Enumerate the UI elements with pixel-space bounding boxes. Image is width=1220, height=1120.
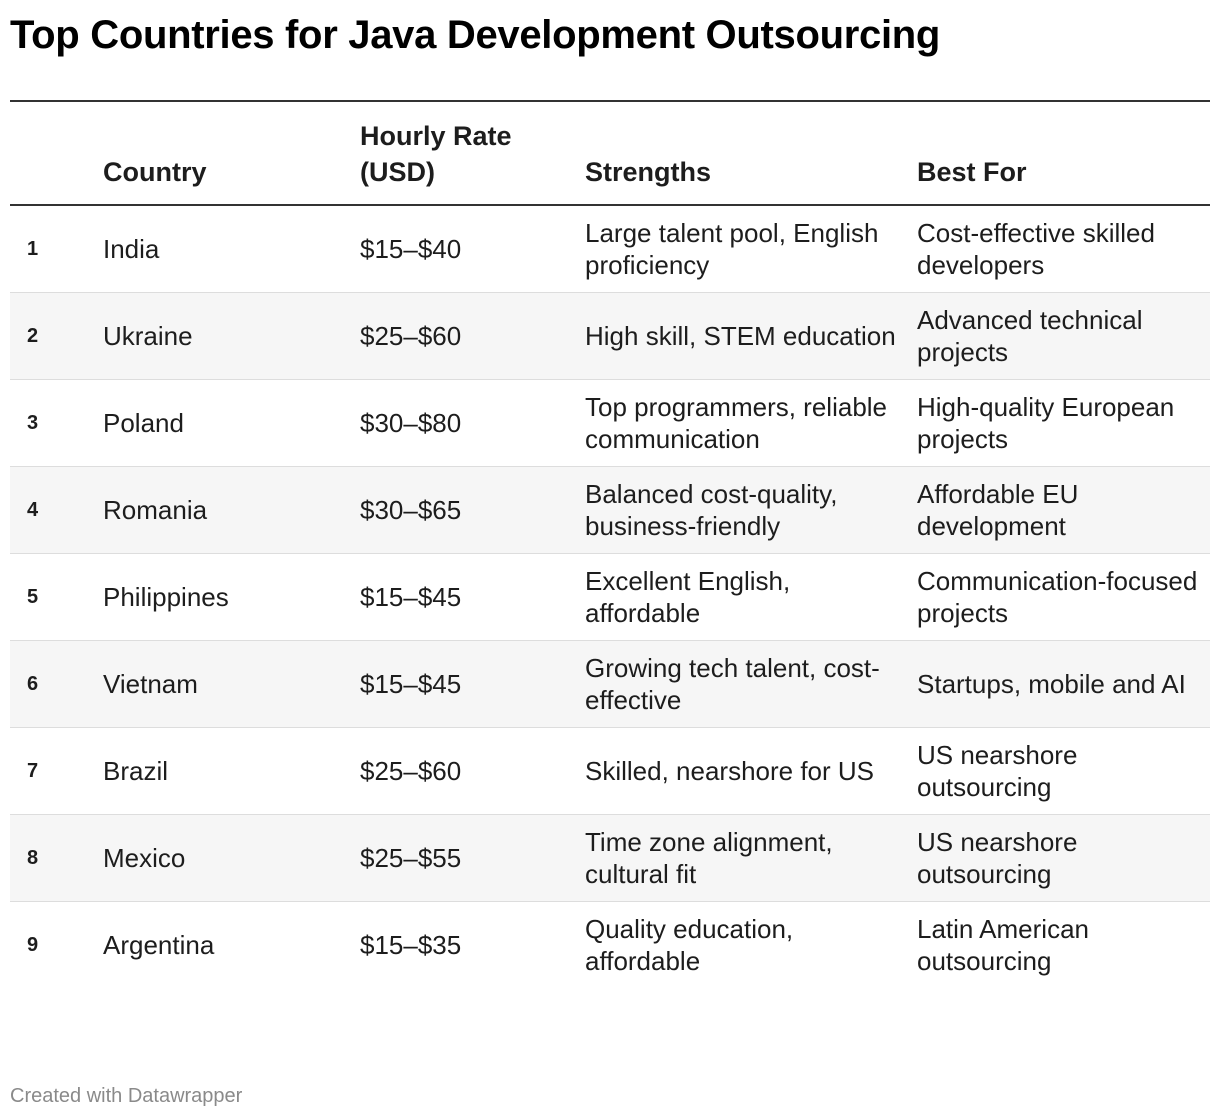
cell-country: Mexico (103, 843, 186, 873)
header-rank (10, 101, 103, 205)
cell-country: India (103, 234, 160, 264)
cell-rank: 7 (27, 760, 39, 782)
cell-hourly-rate: $25–$60 (360, 321, 462, 351)
cell-hourly-rate: $15–$45 (360, 582, 462, 612)
cell-rank: 6 (27, 673, 39, 695)
data-table-container: Country Hourly Rate (USD) Strengths Best… (10, 100, 1210, 988)
header-strengths: Strengths (585, 157, 712, 187)
cell-hourly-rate: $30–$80 (360, 408, 462, 438)
cell-strengths: Large talent pool, English proficiency (585, 218, 879, 280)
cell-strengths: Balanced cost-quality, business-friendly (585, 479, 838, 541)
cell-country: Brazil (103, 756, 169, 786)
table-row: 3 Poland $30–$80 Top programmers, reliable … (10, 380, 1210, 467)
cell-strengths: Skilled, nearshore for US (585, 756, 875, 786)
table-row: 1 India $15–$40 Large talent pool, English … (10, 205, 1210, 293)
cell-best-for: Latin American outsourcing (917, 914, 1089, 976)
cell-best-for: US nearshore outsourcing (917, 827, 1078, 889)
attribution-footer: Created with Datawrapper (10, 1085, 243, 1107)
data-table: Country Hourly Rate (USD) Strengths Best… (10, 100, 1210, 988)
cell-strengths: Growing tech talent, cost-effective (585, 653, 880, 715)
cell-best-for: US nearshore outsourcing (917, 740, 1078, 802)
cell-strengths: Time zone alignment, cultural fit (585, 827, 833, 889)
table-row: 7 Brazil $25–$60 Skilled, nearshore for US U… (10, 728, 1210, 815)
table-row: 8 Mexico $25–$55 Time zone alignment, cultu… (10, 814, 1210, 902)
table-row: 4 Romania $30–$65 Balanced cost-quality, bu… (10, 466, 1210, 554)
cell-best-for: Startups, mobile and AI (917, 669, 1186, 699)
cell-rank: 2 (27, 325, 39, 347)
cell-strengths: Excellent English, affordable (585, 566, 791, 628)
cell-hourly-rate: $30–$65 (360, 495, 462, 525)
chart-title: Top Countries for Java Development Outso… (10, 13, 941, 57)
cell-country: Vietnam (103, 669, 198, 699)
cell-hourly-rate: $15–$35 (360, 930, 462, 960)
cell-strengths: Top programmers, reliable communication (585, 392, 888, 454)
cell-hourly-rate: $25–$55 (360, 843, 462, 873)
header-hourly-rate: Hourly Rate (USD) (360, 121, 512, 187)
cell-strengths: Quality education, affordable (585, 914, 794, 976)
cell-country: Argentina (103, 930, 215, 960)
cell-rank: 4 (27, 499, 39, 521)
cell-best-for: High-quality European projects (917, 392, 1175, 454)
cell-best-for: Affordable EU development (917, 479, 1079, 541)
cell-country: Poland (103, 408, 184, 438)
cell-hourly-rate: $15–$40 (360, 234, 462, 264)
cell-best-for: Communication-focused projects (917, 566, 1198, 628)
cell-strengths: High skill, STEM education (585, 321, 896, 351)
header-best-for: Best For (917, 157, 1027, 187)
cell-hourly-rate: $15–$45 (360, 669, 462, 699)
table-row: 2 Ukraine $25–$60 High skill, STEM educatio… (10, 292, 1210, 380)
cell-rank: 5 (27, 586, 39, 608)
cell-best-for: Advanced technical projects (917, 305, 1143, 367)
cell-country: Romania (103, 495, 208, 525)
cell-rank: 8 (27, 847, 39, 869)
table-row: 5 Philippines $15–$45 Excellent English, af… (10, 554, 1210, 641)
cell-best-for: Cost-effective skilled developers (917, 218, 1155, 280)
table-header: Country Hourly Rate (USD) Strengths Best… (10, 101, 1210, 205)
table-row: 6 Vietnam $15–$45 Growing tech talent, cost… (10, 640, 1210, 728)
cell-rank: 1 (27, 238, 39, 260)
cell-country: Ukraine (103, 321, 193, 351)
header-country: Country (103, 157, 207, 187)
table-body: 1 India $15–$40 Large talent pool, English … (10, 205, 1210, 988)
cell-hourly-rate: $25–$60 (360, 756, 462, 786)
cell-rank: 9 (27, 934, 39, 956)
cell-country: Philippines (103, 582, 229, 612)
cell-rank: 3 (27, 412, 39, 434)
table-row: 9 Argentina $15–$35 Quality education, affo… (10, 902, 1210, 989)
header-row: Country Hourly Rate (USD) Strengths Best… (10, 101, 1210, 205)
